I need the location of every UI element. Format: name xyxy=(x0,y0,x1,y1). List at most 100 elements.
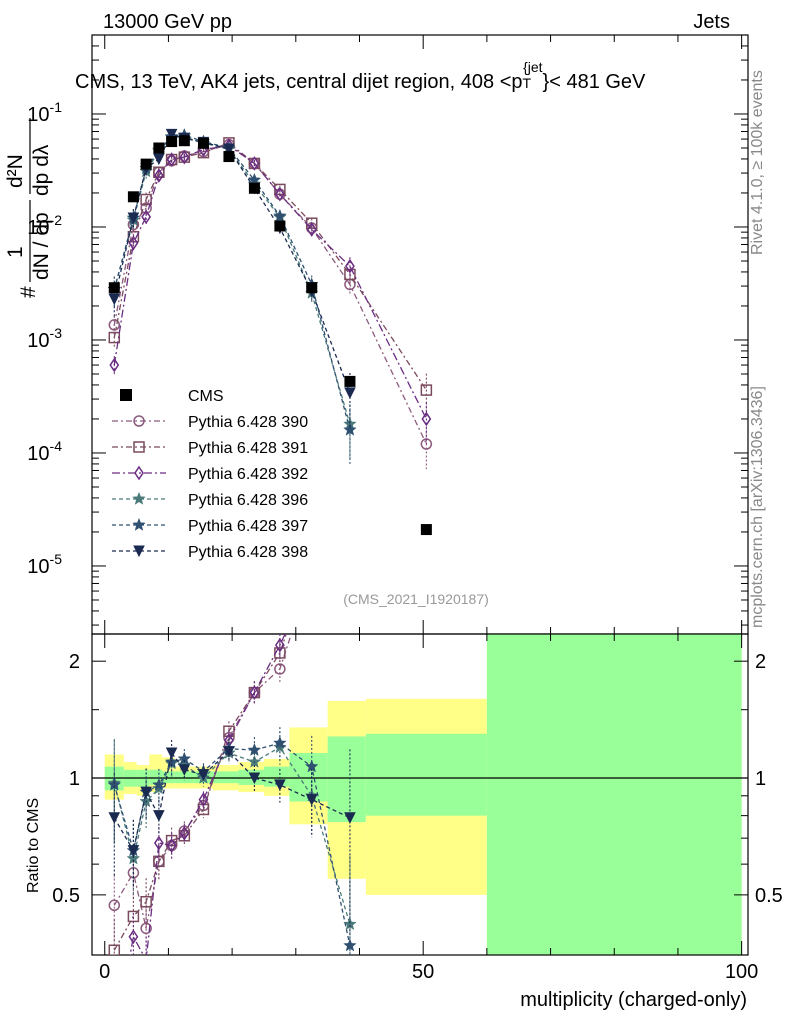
legend-label: Pythia 6.428 390 xyxy=(188,414,308,431)
legend-marker xyxy=(133,415,145,427)
legend-label: Pythia 6.428 398 xyxy=(188,544,308,561)
data-point xyxy=(274,183,286,196)
green-band xyxy=(162,771,175,784)
ratio-point xyxy=(273,735,287,749)
ratio-point xyxy=(107,777,122,791)
data-point xyxy=(345,258,355,274)
cms-data-point xyxy=(108,282,120,294)
y-tick-label: 10-3 xyxy=(27,325,62,352)
cms-data-point xyxy=(306,282,318,294)
y-tick-exponent: -5 xyxy=(50,551,63,567)
legend-marker xyxy=(132,517,146,531)
green-band xyxy=(365,733,487,816)
data-point xyxy=(223,143,235,156)
cms-data-point xyxy=(153,142,165,154)
ratio-point xyxy=(197,769,210,781)
data-point xyxy=(344,387,356,400)
series-line-main xyxy=(113,136,351,425)
ratio-point xyxy=(108,899,121,912)
y-tick-exponent: -4 xyxy=(50,438,63,454)
analysis-id-watermark: (CMS_2021_I1920187) xyxy=(343,591,489,607)
series-line-ratio xyxy=(113,746,351,925)
ratio-point xyxy=(108,812,121,824)
green-band xyxy=(213,771,239,784)
title-rest: }< 481 GeV xyxy=(543,71,647,93)
series-line-main xyxy=(113,133,351,394)
main-panel: 10-5 10-4 10-3 10-2 10-1 CMS Pythia 6.428 390 P… xyxy=(27,34,749,646)
legend-cms-marker xyxy=(120,389,132,401)
ratio-point xyxy=(223,746,235,758)
data-point xyxy=(108,293,121,306)
y-tick-exponent: -3 xyxy=(50,325,63,341)
ratio-point xyxy=(152,777,166,791)
legend-marker xyxy=(134,465,144,481)
ratio-point xyxy=(343,938,357,952)
data-point xyxy=(166,152,177,167)
x-tick-label: 100 xyxy=(725,961,758,983)
ratio-point xyxy=(249,685,260,700)
title-sup: T xyxy=(523,75,532,91)
x-tick-label: 50 xyxy=(412,961,434,983)
data-point xyxy=(165,128,178,141)
ratio-point xyxy=(274,779,286,792)
legend-label: Pythia 6.428 396 xyxy=(188,492,308,509)
y-axis-label-text: 1 dN / dp d²N dp dλ # xyxy=(4,118,53,298)
data-point xyxy=(343,422,357,436)
ratio-point xyxy=(166,838,177,853)
series-line-main xyxy=(113,144,427,420)
green-band xyxy=(486,634,742,955)
header-process: 13000 GeV pp xyxy=(103,11,232,33)
series-line-ratio xyxy=(113,750,351,853)
data-point xyxy=(306,222,317,237)
ratio-point xyxy=(153,810,165,822)
cms-data-point xyxy=(166,136,178,148)
data-point xyxy=(179,149,190,165)
ratio-y-tick-label-right: 2 xyxy=(755,651,766,673)
ratio-point xyxy=(248,772,261,785)
cms-data-point xyxy=(140,158,152,170)
ratio-point xyxy=(273,740,287,754)
y-axis-label-rest-den: dp dλ xyxy=(30,144,53,196)
y-axis-label-rest: d²N xyxy=(4,154,27,188)
ratio-y-tick-label: 0.5 xyxy=(52,885,80,907)
cms-data-point xyxy=(248,182,260,194)
legend: CMS Pythia 6.428 390 Pythia 6.428 391 Pythi… xyxy=(112,388,308,561)
cms-data-point xyxy=(197,137,209,149)
data-point xyxy=(249,156,260,171)
ratio-y-tick-label: 2 xyxy=(69,651,80,673)
y-tick-label: 10-1 xyxy=(27,99,62,126)
y-axis-label-denominator: dN / dp xyxy=(30,212,53,280)
ratio-point xyxy=(128,929,139,945)
y-tick-label: 10-5 xyxy=(27,551,62,578)
green-band xyxy=(327,736,366,823)
y-tick-label: 10-4 xyxy=(27,438,62,465)
legend-marker xyxy=(132,491,146,505)
y-tick-exponent: -1 xyxy=(50,99,63,115)
legend-label: Pythia 6.428 391 xyxy=(188,440,308,457)
data-point xyxy=(153,168,164,183)
ratio-y-tick-label-right: 0.5 xyxy=(755,885,783,907)
cms-data-point xyxy=(178,135,190,147)
legend-label: Pythia 6.428 392 xyxy=(188,466,308,483)
data-point xyxy=(273,208,287,222)
y-axis-label-numerator: 1 xyxy=(4,246,27,258)
data-point xyxy=(274,186,285,202)
ratio-point xyxy=(344,812,356,824)
x-tick-label: 0 xyxy=(99,961,110,983)
mcplots-credit-label: mcplots.cern.ch [arXiv:1306.3436] xyxy=(749,386,766,628)
data-point xyxy=(421,411,432,427)
y-tick-label: 10-2 xyxy=(27,212,62,239)
legend-marker xyxy=(133,545,145,558)
ratio-point xyxy=(305,794,318,806)
title-sup: {jet xyxy=(523,59,543,75)
legend-marker xyxy=(133,441,145,453)
data-point xyxy=(420,384,433,396)
rivet-version-label: Rivet 4.1.0, ≥ 100k events xyxy=(749,70,766,255)
ratio-point xyxy=(140,896,152,908)
series-line-main xyxy=(113,143,427,445)
data-point xyxy=(140,193,152,206)
ratio-point xyxy=(165,747,178,760)
ratio-point xyxy=(198,792,209,807)
ratio-series-group xyxy=(107,634,357,955)
